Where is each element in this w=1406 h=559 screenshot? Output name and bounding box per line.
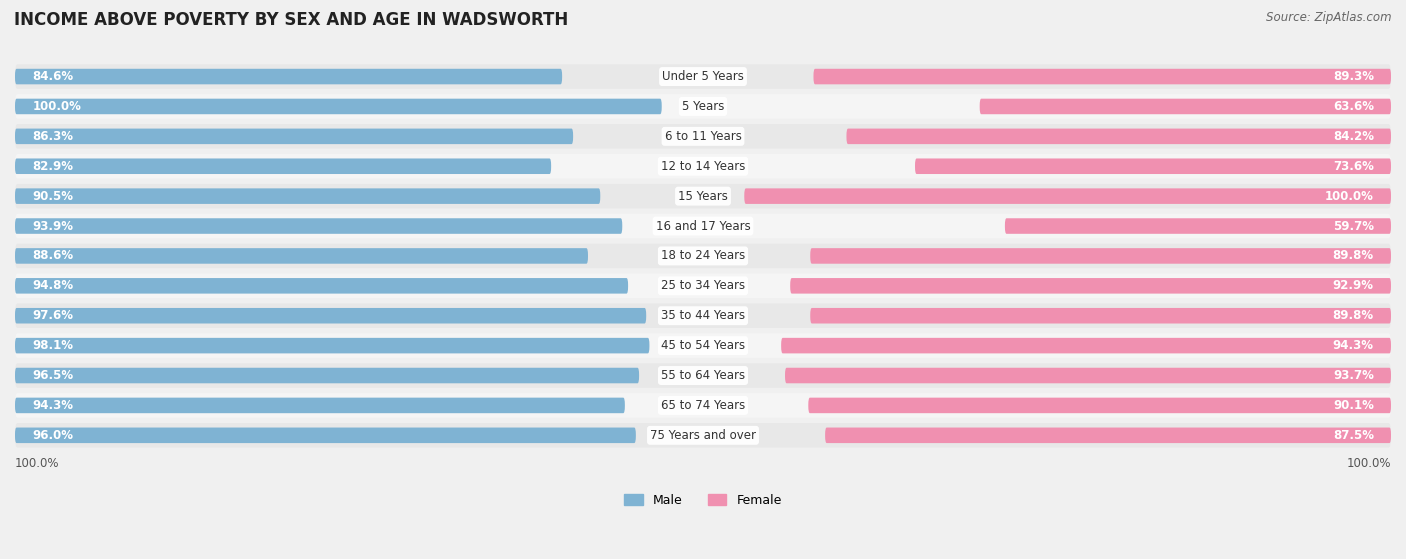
FancyBboxPatch shape <box>790 278 1391 293</box>
Text: 6 to 11 Years: 6 to 11 Years <box>665 130 741 143</box>
FancyBboxPatch shape <box>15 308 647 324</box>
FancyBboxPatch shape <box>782 338 1391 353</box>
Text: 5 Years: 5 Years <box>682 100 724 113</box>
FancyBboxPatch shape <box>15 248 588 264</box>
Text: 94.3%: 94.3% <box>32 399 73 412</box>
FancyBboxPatch shape <box>785 368 1391 383</box>
Text: 96.5%: 96.5% <box>32 369 73 382</box>
FancyBboxPatch shape <box>15 124 1391 149</box>
Text: 94.3%: 94.3% <box>1333 339 1374 352</box>
Text: 35 to 44 Years: 35 to 44 Years <box>661 309 745 322</box>
FancyBboxPatch shape <box>15 397 624 413</box>
FancyBboxPatch shape <box>744 188 1391 204</box>
Text: 73.6%: 73.6% <box>1333 160 1374 173</box>
Text: 16 and 17 Years: 16 and 17 Years <box>655 220 751 233</box>
FancyBboxPatch shape <box>15 99 662 114</box>
Text: 89.3%: 89.3% <box>1333 70 1374 83</box>
FancyBboxPatch shape <box>810 248 1391 264</box>
FancyBboxPatch shape <box>15 273 1391 298</box>
Text: 88.6%: 88.6% <box>32 249 73 262</box>
Text: 12 to 14 Years: 12 to 14 Years <box>661 160 745 173</box>
Text: 90.5%: 90.5% <box>32 190 73 203</box>
Text: 93.9%: 93.9% <box>32 220 73 233</box>
Text: 15 Years: 15 Years <box>678 190 728 203</box>
FancyBboxPatch shape <box>15 423 1391 448</box>
Text: 100.0%: 100.0% <box>1347 457 1391 470</box>
FancyBboxPatch shape <box>808 397 1391 413</box>
FancyBboxPatch shape <box>814 69 1391 84</box>
Text: 97.6%: 97.6% <box>32 309 73 322</box>
Text: 98.1%: 98.1% <box>32 339 73 352</box>
Text: 86.3%: 86.3% <box>32 130 73 143</box>
FancyBboxPatch shape <box>846 129 1391 144</box>
Text: 18 to 24 Years: 18 to 24 Years <box>661 249 745 262</box>
Text: 93.7%: 93.7% <box>1333 369 1374 382</box>
FancyBboxPatch shape <box>15 94 1391 119</box>
Text: 59.7%: 59.7% <box>1333 220 1374 233</box>
FancyBboxPatch shape <box>15 428 636 443</box>
FancyBboxPatch shape <box>15 218 623 234</box>
Text: 75 Years and over: 75 Years and over <box>650 429 756 442</box>
Text: 82.9%: 82.9% <box>32 160 73 173</box>
FancyBboxPatch shape <box>1005 218 1391 234</box>
Text: 55 to 64 Years: 55 to 64 Years <box>661 369 745 382</box>
FancyBboxPatch shape <box>15 244 1391 268</box>
Text: INCOME ABOVE POVERTY BY SEX AND AGE IN WADSWORTH: INCOME ABOVE POVERTY BY SEX AND AGE IN W… <box>14 11 568 29</box>
Text: 45 to 54 Years: 45 to 54 Years <box>661 339 745 352</box>
FancyBboxPatch shape <box>15 368 640 383</box>
Text: Source: ZipAtlas.com: Source: ZipAtlas.com <box>1267 11 1392 24</box>
FancyBboxPatch shape <box>15 338 650 353</box>
FancyBboxPatch shape <box>15 393 1391 418</box>
Text: 89.8%: 89.8% <box>1333 249 1374 262</box>
FancyBboxPatch shape <box>15 154 1391 178</box>
Text: 100.0%: 100.0% <box>32 100 82 113</box>
FancyBboxPatch shape <box>15 129 574 144</box>
FancyBboxPatch shape <box>15 188 600 204</box>
Text: 100.0%: 100.0% <box>15 457 59 470</box>
Text: 90.1%: 90.1% <box>1333 399 1374 412</box>
FancyBboxPatch shape <box>980 99 1391 114</box>
Text: 100.0%: 100.0% <box>1324 190 1374 203</box>
FancyBboxPatch shape <box>15 333 1391 358</box>
FancyBboxPatch shape <box>15 363 1391 388</box>
FancyBboxPatch shape <box>15 64 1391 89</box>
FancyBboxPatch shape <box>810 308 1391 324</box>
FancyBboxPatch shape <box>15 158 551 174</box>
Text: 25 to 34 Years: 25 to 34 Years <box>661 280 745 292</box>
FancyBboxPatch shape <box>15 304 1391 328</box>
Text: Under 5 Years: Under 5 Years <box>662 70 744 83</box>
Text: 87.5%: 87.5% <box>1333 429 1374 442</box>
Text: 84.2%: 84.2% <box>1333 130 1374 143</box>
Text: 65 to 74 Years: 65 to 74 Years <box>661 399 745 412</box>
Legend: Male, Female: Male, Female <box>619 489 787 512</box>
Text: 94.8%: 94.8% <box>32 280 73 292</box>
Text: 92.9%: 92.9% <box>1333 280 1374 292</box>
Text: 84.6%: 84.6% <box>32 70 73 83</box>
FancyBboxPatch shape <box>915 158 1391 174</box>
Text: 63.6%: 63.6% <box>1333 100 1374 113</box>
FancyBboxPatch shape <box>15 214 1391 238</box>
Text: 89.8%: 89.8% <box>1333 309 1374 322</box>
FancyBboxPatch shape <box>15 184 1391 209</box>
Text: 96.0%: 96.0% <box>32 429 73 442</box>
FancyBboxPatch shape <box>15 69 562 84</box>
FancyBboxPatch shape <box>825 428 1391 443</box>
FancyBboxPatch shape <box>15 278 628 293</box>
